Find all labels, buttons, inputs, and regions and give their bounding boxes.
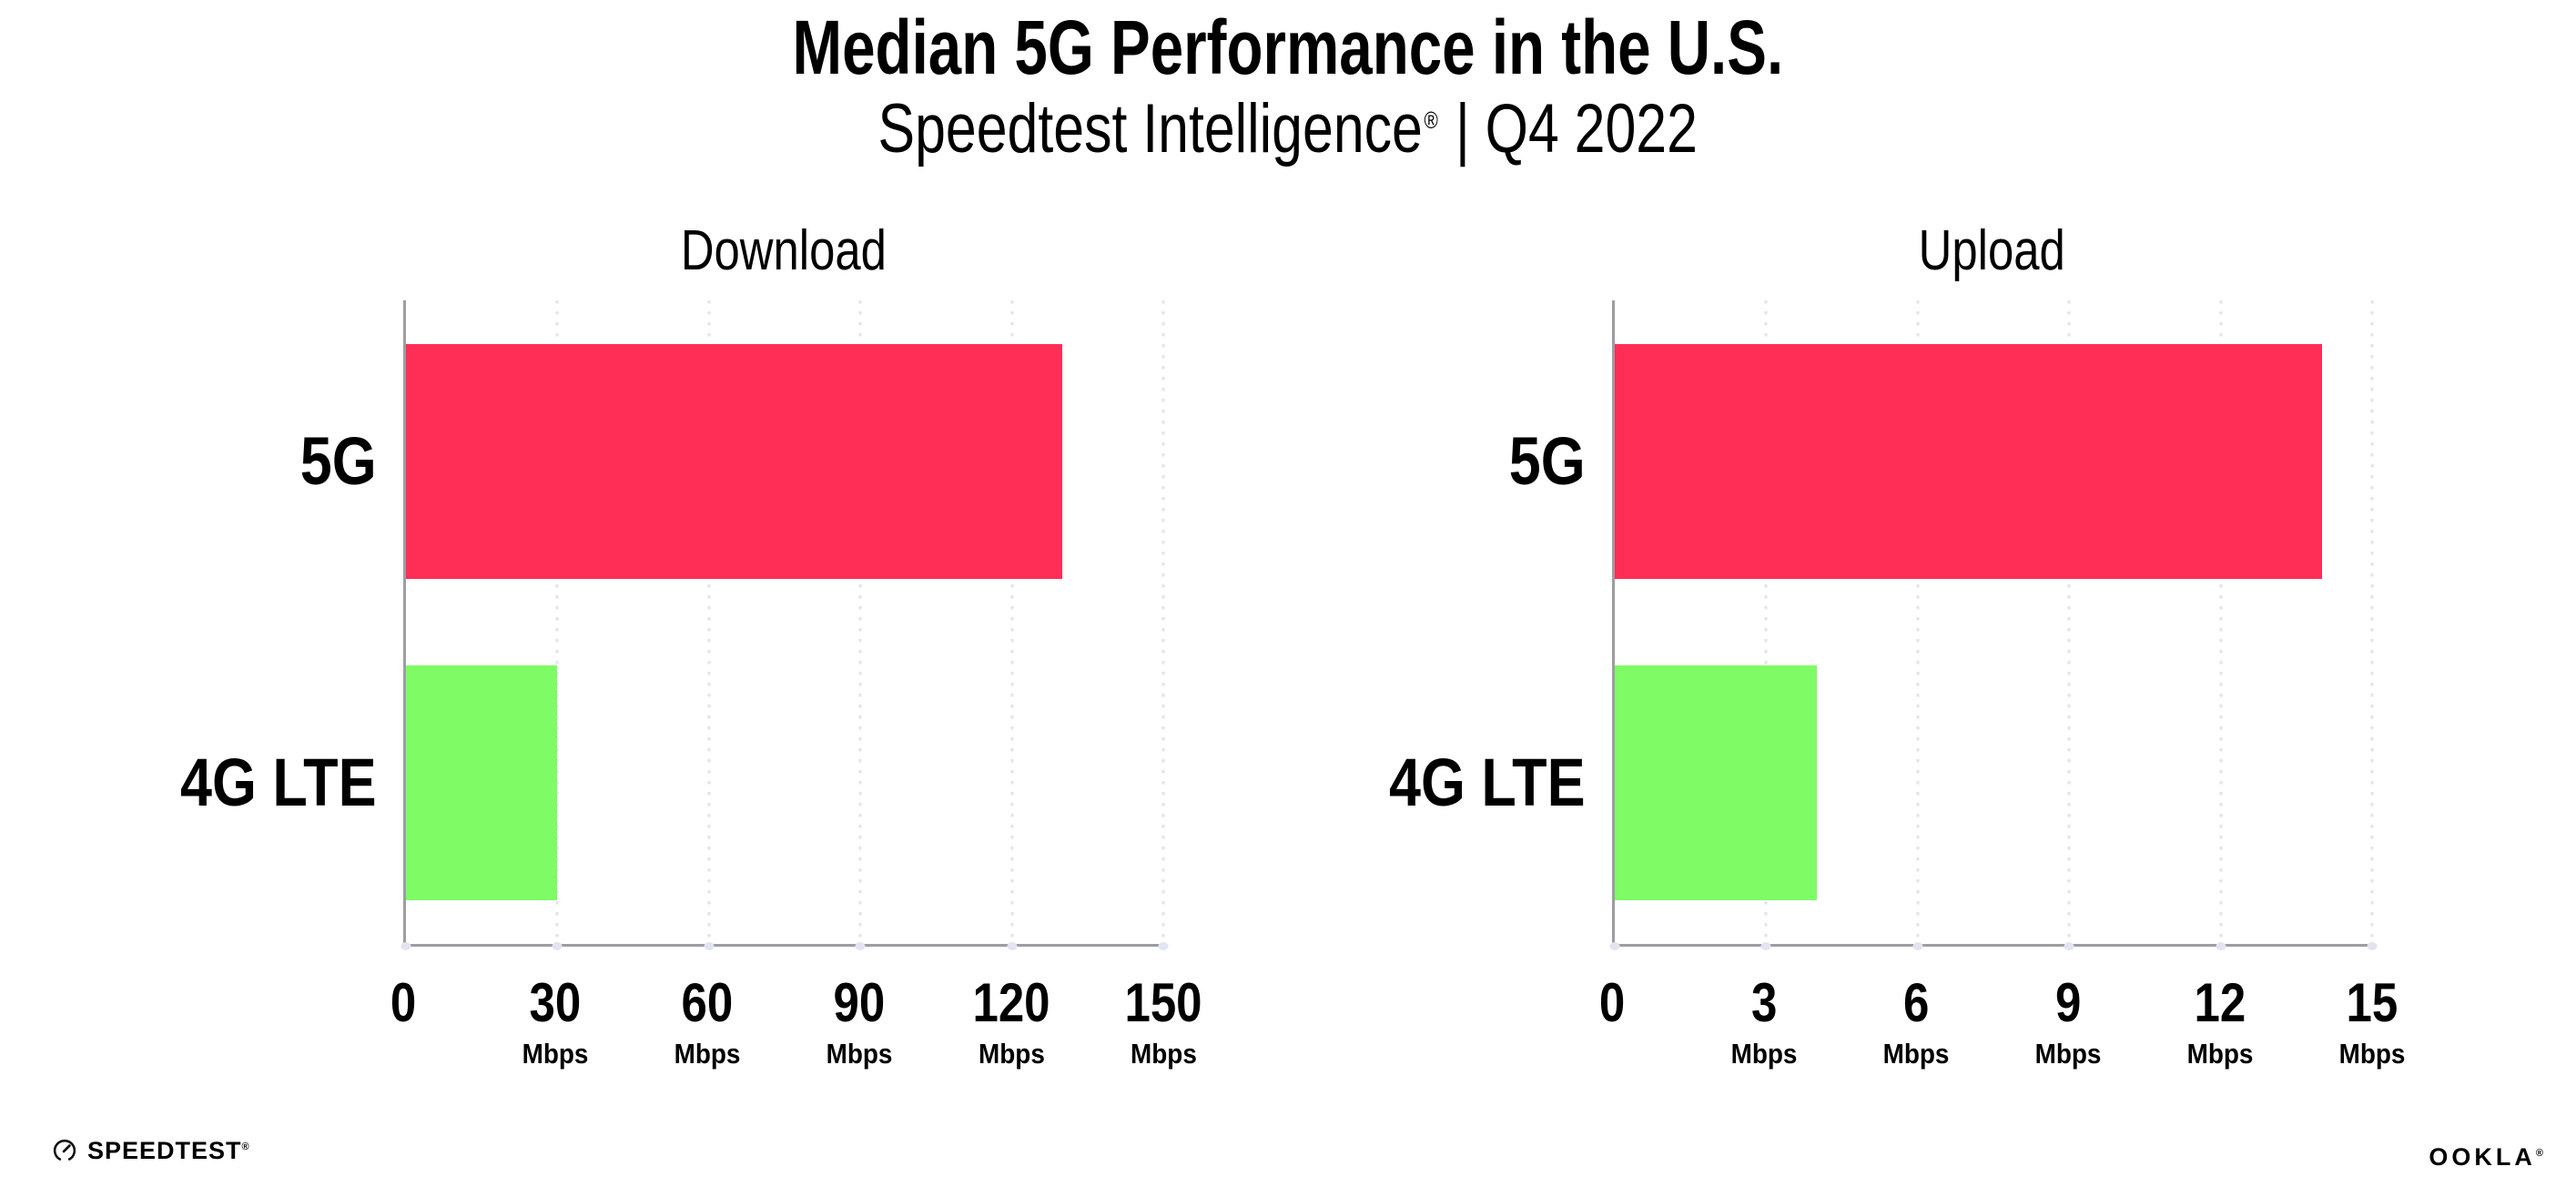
bar-5g <box>1615 343 2322 579</box>
axis-tick-dot <box>1760 942 1771 950</box>
download-x-axis-ticks: 0 30 Mbps 60 Mbps 90 Mbps 120 Mbps 150 Mbps <box>390 972 1202 1094</box>
gridline-15-mbps <box>2370 300 2374 944</box>
axis-tick-dot <box>2367 942 2378 950</box>
ookla-logo: OOKLA® <box>2429 1145 2547 1170</box>
download-chart-title-text: Download <box>680 219 887 282</box>
axis-tick-dot <box>401 942 411 950</box>
x-tick-120: 120 Mbps <box>966 972 1057 1070</box>
gridline-9-mbps <box>2067 300 2071 944</box>
page-subtitle-text: Speedtest Intelligence® | Q4 2022 <box>878 93 1698 166</box>
speedtest-wordmark-text: SPEEDTEST <box>87 1136 242 1164</box>
gauge-icon <box>52 1138 77 1163</box>
x-tick-90: 90 Mbps <box>823 972 897 1070</box>
axis-tick-dot <box>2216 942 2226 950</box>
x-tick-0: 0 <box>388 976 418 1030</box>
x-tick-6: 6 Mbps <box>1880 972 1953 1070</box>
page-subtitle: Speedtest Intelligence® | Q4 2022 <box>0 93 2576 166</box>
x-tick-9: 9 Mbps <box>2032 972 2105 1070</box>
x-tick-30: 30 Mbps <box>519 972 593 1070</box>
category-label-5g: 5G <box>1509 422 1586 499</box>
x-tick-value: 3 <box>1750 972 1778 1033</box>
axis-tick-dot <box>855 942 866 950</box>
axis-tick-dot <box>2064 942 2074 950</box>
x-tick-value: 12 <box>2194 972 2246 1033</box>
download-plot: 5G 4G LTE <box>180 300 1169 950</box>
x-tick-unit: Mbps <box>1882 1038 1950 1070</box>
gridline-60-mbps <box>707 300 711 944</box>
x-tick-unit: Mbps <box>1130 1038 1197 1070</box>
upload-plot: 5G 4G LTE <box>1389 300 2378 950</box>
subtitle-brand: Speedtest Intelligence <box>877 90 1424 168</box>
download-chart: Download 5G 4G LTE 0 30 Mbps 60 Mbps 90 Mbps 120… <box>180 218 1202 1094</box>
x-tick-unit: Mbps <box>674 1038 741 1070</box>
category-label-5g: 5G <box>300 422 377 499</box>
download-chart-title: Download <box>403 218 1163 300</box>
x-tick-unit: Mbps <box>522 1038 589 1070</box>
gridline-3-mbps <box>1764 300 1768 944</box>
axis-tick-dot <box>1158 942 1169 950</box>
ookla-registered-mark: ® <box>2535 1148 2547 1159</box>
x-tick-value: 9 <box>2054 972 2082 1033</box>
x-tick-unit: Mbps <box>1730 1038 1798 1070</box>
subtitle-period: | Q4 2022 <box>1455 90 1699 168</box>
x-tick-0: 0 <box>1597 976 1627 1030</box>
x-tick-value: 30 <box>529 972 582 1033</box>
x-tick-unit: Mbps <box>2338 1038 2406 1070</box>
gridline-120-mbps <box>1010 300 1014 944</box>
x-tick-unit: Mbps <box>2186 1038 2254 1070</box>
axis-tick-dot <box>704 942 715 950</box>
x-tick-value: 0 <box>1598 972 1626 1033</box>
x-tick-value: 0 <box>390 972 417 1033</box>
category-label-4g-lte: 4G LTE <box>1389 745 1586 821</box>
upload-chart-title-text: Upload <box>1918 219 2066 282</box>
upload-chart-title: Upload <box>1612 218 2372 300</box>
gridline-6-mbps <box>1916 300 1920 944</box>
gridline-30-mbps <box>555 300 559 944</box>
x-tick-60: 60 Mbps <box>671 972 745 1070</box>
axis-tick-dot <box>1609 942 1620 950</box>
gridline-90-mbps <box>858 300 862 944</box>
upload-chart: Upload 5G 4G LTE 0 3 Mbps 6 Mbps 9 Mbps 12 Mbps 15… <box>1389 218 2406 1094</box>
x-tick-value: 150 <box>1124 972 1202 1033</box>
ookla-wordmark-text: OOKLA <box>2429 1143 2536 1171</box>
speedtest-wordmark: SPEEDTEST® <box>87 1136 250 1164</box>
page-title: Median 5G Performance in the U.S. <box>0 7 2576 87</box>
x-tick-unit: Mbps <box>826 1038 893 1070</box>
x-tick-value: 6 <box>1902 972 1930 1033</box>
axis-tick-dot <box>1007 942 1018 950</box>
x-tick-150: 150 Mbps <box>1118 972 1209 1070</box>
x-tick-unit: Mbps <box>2034 1038 2102 1070</box>
x-tick-value: 90 <box>833 972 886 1033</box>
x-tick-12: 12 Mbps <box>2184 972 2257 1070</box>
gridline-12-mbps <box>2219 300 2223 944</box>
speedtest-logo: SPEEDTEST® <box>52 1138 250 1163</box>
axis-tick-dot <box>1912 942 1923 950</box>
x-tick-value: 60 <box>681 972 734 1033</box>
gridline-150-mbps <box>1161 300 1165 944</box>
x-tick-unit: Mbps <box>978 1038 1045 1070</box>
speedtest-registered-mark: ® <box>241 1141 250 1152</box>
ookla-wordmark: OOKLA® <box>2429 1143 2547 1171</box>
registered-mark: ® <box>1424 106 1439 134</box>
x-tick-3: 3 Mbps <box>1728 972 1801 1070</box>
x-tick-15: 15 Mbps <box>2336 972 2409 1070</box>
axis-tick-dot <box>552 942 563 950</box>
upload-x-axis-ticks: 0 3 Mbps 6 Mbps 9 Mbps 12 Mbps 15 Mbps <box>1599 972 2406 1094</box>
bar-5g <box>406 343 1063 579</box>
bar-4g-lte <box>1615 665 1817 901</box>
header: Median 5G Performance in the U.S. Speedt… <box>0 7 2576 166</box>
x-tick-value: 15 <box>2346 972 2399 1033</box>
bar-4g-lte <box>406 665 558 901</box>
page-title-text: Median 5G Performance in the U.S. <box>792 5 1784 90</box>
category-label-4g-lte: 4G LTE <box>180 745 377 821</box>
x-tick-value: 120 <box>972 972 1050 1033</box>
